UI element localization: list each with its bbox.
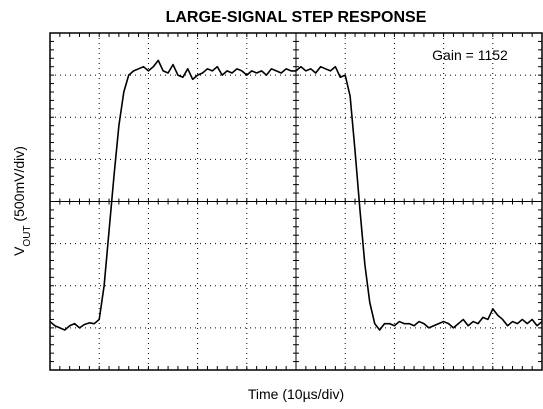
y-label-part: (500mV/div): [11, 146, 27, 225]
chart-title: LARGE-SIGNAL STEP RESPONSE: [166, 9, 427, 26]
signal-trace: [49, 59, 543, 331]
y-label-sub: OUT: [22, 225, 33, 246]
x-axis-label: Time (10µs/div): [248, 386, 344, 402]
annotation: Gain = 1152: [432, 47, 508, 63]
y-axis-label: VOUT (500mV/div): [11, 146, 33, 256]
plot-frame: [49, 32, 543, 371]
y-label-part: V: [11, 246, 27, 256]
